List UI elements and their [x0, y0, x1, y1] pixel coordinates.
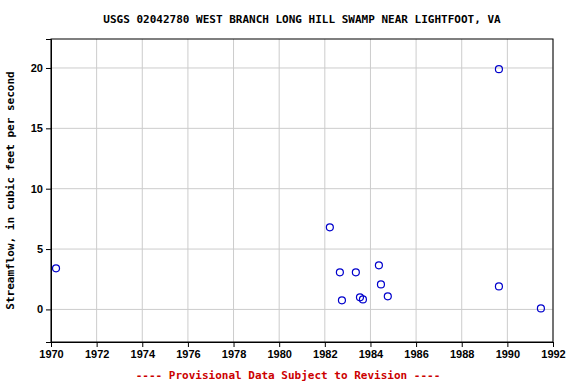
grid: [51, 39, 553, 342]
grid-line: [461, 39, 462, 342]
x-tick-label: 1972: [85, 348, 109, 360]
points: [53, 66, 545, 312]
point: [352, 269, 359, 276]
point: [375, 262, 382, 269]
y-tick-mark: [46, 68, 51, 69]
y-axis: 0 5 10 15 20: [31, 40, 52, 343]
y-tick: 10: [31, 183, 51, 195]
grid-line: [142, 39, 143, 342]
y-tick: 20: [31, 62, 51, 74]
grid-line: [507, 39, 508, 342]
y-tick-label: 20: [31, 62, 43, 74]
x-tick: 1988: [450, 342, 474, 360]
x-tick: 1982: [313, 342, 337, 360]
y-tick-mark: [46, 249, 51, 250]
grid-line: [96, 39, 97, 342]
point: [336, 269, 343, 276]
x-tick: 1974: [131, 342, 156, 360]
x-tick: 1992: [541, 342, 565, 360]
x-tick-mark: [370, 342, 371, 347]
y-tick-mark: [46, 189, 51, 190]
x-tick: 1978: [222, 342, 246, 360]
y-tick-label: 15: [31, 122, 43, 134]
y-tick-mark: [46, 309, 51, 310]
grid-line: [51, 128, 553, 129]
grid-line: [233, 39, 234, 342]
x-tick-mark: [462, 342, 463, 347]
x-tick: 1972: [85, 342, 109, 360]
grid-line: [51, 249, 553, 250]
grid-line: [51, 309, 553, 310]
grid-line: [370, 39, 371, 342]
x-tick-label: 1992: [541, 348, 565, 360]
y-axis-line: [46, 40, 52, 343]
grid-line: [279, 39, 280, 342]
point: [495, 66, 502, 73]
y-axis-title: Streamflow, in cubic feet per second: [4, 71, 17, 309]
x-axis: 1970 1972 1974 1976 1978 1980 1982 1984 1986 1988…: [39, 342, 565, 360]
point: [338, 297, 345, 304]
x-tick-mark: [97, 342, 98, 347]
x-tick: 1986: [404, 342, 428, 360]
x-tick-mark: [234, 342, 235, 347]
annotation: ---- Provisional Data Subject to Revisio…: [136, 369, 441, 382]
point: [377, 281, 384, 288]
x-tick-mark: [188, 342, 189, 347]
y-tick-mark: [46, 128, 51, 129]
x-tick-label: 1976: [176, 348, 200, 360]
point: [384, 293, 391, 300]
y-tick: 5: [37, 243, 51, 255]
grid-line: [416, 39, 417, 342]
grid-line: [324, 39, 325, 342]
y-tick: 15: [31, 122, 51, 134]
y-tick-label: 5: [37, 243, 43, 255]
x-tick-label: 1988: [450, 348, 474, 360]
y-tick: 0: [37, 303, 51, 315]
point: [326, 224, 333, 231]
x-tick-mark: [325, 342, 326, 347]
x-tick: 1980: [267, 342, 291, 360]
x-tick-mark: [507, 342, 508, 347]
x-tick-label: 1984: [359, 348, 384, 360]
x-tick-mark: [279, 342, 280, 347]
grid-line: [51, 67, 553, 68]
plot-frame: [51, 39, 553, 342]
x-tick-mark: [553, 342, 554, 347]
point: [495, 283, 502, 290]
x-tick-mark: [416, 342, 417, 347]
x-tick-label: 1982: [313, 348, 337, 360]
x-tick: 1990: [496, 342, 520, 360]
y-tick-label: 0: [37, 303, 43, 315]
title: USGS 02042780 WEST BRANCH LONG HILL SWAM…: [103, 13, 501, 26]
grid-line: [51, 188, 553, 189]
x-axis-line: [52, 343, 554, 348]
x-tick-mark: [142, 342, 143, 347]
y-tick-label: 10: [31, 183, 43, 195]
point: [53, 265, 60, 272]
chart: 1970 1972 1974 1976 1978 1980 1982 1984 1986 1988…: [0, 0, 576, 384]
x-tick-label: 1978: [222, 348, 246, 360]
x-tick-label: 1986: [404, 348, 428, 360]
x-tick-label: 1980: [267, 348, 291, 360]
point: [537, 305, 544, 312]
x-tick: 1984: [359, 342, 384, 360]
x-tick-label: 1990: [496, 348, 520, 360]
grid-line: [187, 39, 188, 342]
x-tick-label: 1974: [131, 348, 156, 360]
x-tick: 1976: [176, 342, 200, 360]
x-tick-label: 1970: [39, 348, 63, 360]
point: [359, 296, 366, 303]
x-tick: 1970: [39, 342, 63, 360]
